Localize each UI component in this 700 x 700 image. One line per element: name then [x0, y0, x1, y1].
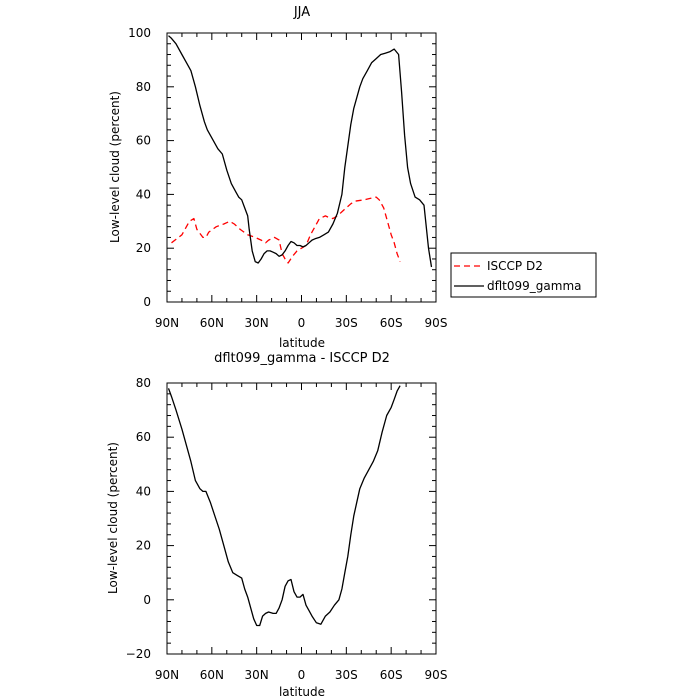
chart-top-y-tick-label: 20 [136, 241, 151, 255]
chart-top-x-tick-label: 60S [380, 316, 403, 330]
chart-bottom-x-tick-label: 90S [425, 668, 448, 682]
chart-bottom-y-tick-label: 60 [136, 430, 151, 444]
chart-bottom-y-tick-label: 80 [136, 376, 151, 390]
chart-bottom-y-tick-label: 0 [143, 593, 151, 607]
chart-top-y-tick-label: 40 [136, 187, 151, 201]
chart-bottom-x-tick-label: 0 [298, 668, 306, 682]
chart-bottom-series-line-0 [167, 385, 401, 627]
chart-top-y-tick-label: 0 [143, 295, 151, 309]
chart-bottom-x-tick-label: 30S [335, 668, 358, 682]
chart-bottom-x-axis-label: latitude [279, 685, 325, 699]
chart-top-title: JJA [293, 5, 310, 20]
chart-top-y-tick-label: 80 [136, 80, 151, 94]
chart-bottom-y-axis-label: Low-level cloud (percent) [106, 442, 120, 594]
chart-top-x-tick-label: 30S [335, 316, 358, 330]
chart-bottom-panel: dflt099_gamma - ISCCP D2 90N 60N 30N 0 30S 60… [106, 351, 447, 699]
chart-bottom-ticks: 90N 60N 30N 0 30S 60S 90S −20 0 20 40 60 80 [126, 376, 448, 682]
chart-bottom-x-tick-label: 90N [155, 668, 179, 682]
chart-top-x-axis-label: latitude [279, 336, 325, 350]
legend-label-dflt099: dflt099_gamma [487, 279, 582, 293]
chart-bottom-series [167, 385, 401, 627]
chart-top-y-tick-label: 60 [136, 134, 151, 148]
chart-top-x-tick-label: 30N [245, 316, 269, 330]
chart-bottom-x-tick-label: 60S [380, 668, 403, 682]
chart-bottom-y-tick-label: 40 [136, 484, 151, 498]
chart-bottom-x-tick-label: 60N [200, 668, 224, 682]
chart-bottom-y-tick-label: −20 [126, 647, 151, 661]
chart-top-series-line-1 [168, 35, 433, 268]
chart-top-y-axis-label: Low-level cloud (percent) [108, 91, 122, 243]
chart-top-y-tick-label: 100 [128, 26, 151, 40]
legend: ISCCP D2 dflt099_gamma [450, 252, 597, 298]
chart-top-series-line-0 [171, 196, 401, 264]
chart-bottom-x-tick-label: 30N [245, 668, 269, 682]
chart-top-x-tick-label: 90S [425, 316, 448, 330]
legend-box [450, 252, 597, 298]
chart-top-x-tick-label: 60N [200, 316, 224, 330]
chart-bottom-title: dflt099_gamma - ISCCP D2 [214, 351, 390, 366]
chart-top-x-tick-label: 90N [155, 316, 179, 330]
chart-top-plot-frame [166, 32, 437, 303]
chart-top-ticks: 90N 60N 30N 0 30S 60S 90S 0 20 40 60 80 100 [128, 26, 447, 330]
chart-top-series [168, 35, 433, 268]
legend-label-isccp: ISCCP D2 [487, 259, 543, 273]
chart-top-panel: JJA 90N 60N 30N 0 30S 60S 90S 0 20 40 60 80 100 lati… [108, 5, 447, 350]
chart-bottom-plot-frame [166, 382, 437, 655]
chart-bottom-y-tick-label: 20 [136, 539, 151, 553]
chart-top-x-tick-label: 0 [298, 316, 306, 330]
